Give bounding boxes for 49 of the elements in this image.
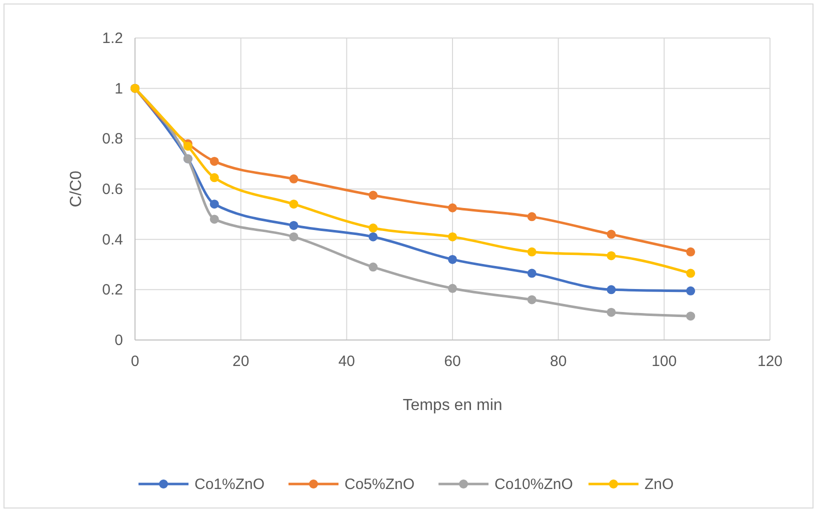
y-axis-title: C/C0 <box>68 170 85 208</box>
point <box>686 247 696 256</box>
point <box>448 203 457 212</box>
point <box>686 268 696 278</box>
point <box>606 251 616 260</box>
point <box>606 285 616 294</box>
point <box>368 232 378 242</box>
point <box>368 262 378 272</box>
y-tick-label: 0.2 <box>102 282 123 299</box>
point <box>686 286 696 296</box>
legend-label: Co5%ZnO <box>344 476 415 493</box>
point <box>289 200 298 209</box>
legend-label: ZnO <box>644 476 674 493</box>
point <box>448 232 457 242</box>
y-tick-label: 0 <box>114 332 123 349</box>
y-tick-label: 0.8 <box>102 130 123 148</box>
point <box>527 212 536 222</box>
point <box>527 295 536 304</box>
x-tick-label: 120 <box>757 353 783 370</box>
point <box>686 312 696 321</box>
x-axis-title: Temps en min <box>402 397 502 414</box>
point <box>183 142 192 151</box>
point <box>606 230 616 239</box>
x-tick-label: 100 <box>652 353 677 370</box>
point <box>289 174 298 184</box>
y-tick-label: 0.6 <box>102 181 123 198</box>
point <box>527 247 536 256</box>
y-tick-label: 1.2 <box>102 30 123 47</box>
legend-label: Co10%ZnO <box>494 476 573 493</box>
point <box>448 254 457 264</box>
y-tick-label: 0.4 <box>102 231 123 248</box>
point <box>210 200 219 209</box>
point <box>368 224 378 233</box>
point <box>210 173 219 182</box>
point <box>368 190 378 200</box>
x-tick-label: 60 <box>444 353 461 370</box>
x-tick-label: 20 <box>232 353 250 370</box>
y-tick-label: 1 <box>114 80 123 98</box>
point <box>210 214 219 224</box>
point <box>289 232 298 242</box>
point <box>210 156 219 166</box>
point <box>289 220 298 230</box>
legend-label: Co1%ZnO <box>194 476 265 493</box>
x-tick-label: 40 <box>338 353 356 370</box>
point <box>606 308 616 317</box>
point <box>527 268 536 278</box>
point <box>448 284 457 293</box>
x-tick-label: 0 <box>130 353 140 370</box>
x-tick-label: 80 <box>550 353 567 370</box>
